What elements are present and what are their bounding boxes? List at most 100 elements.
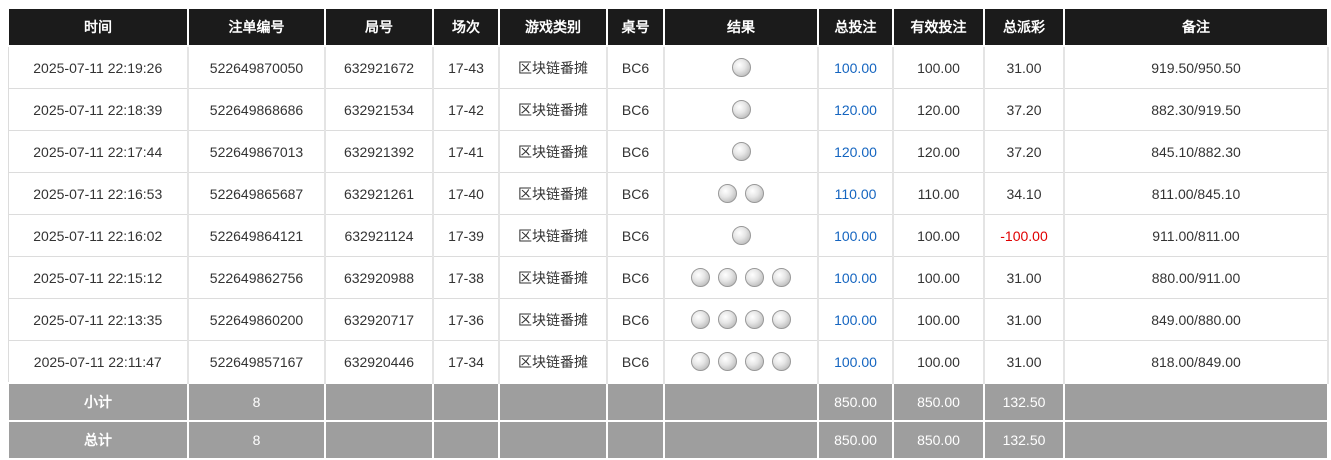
cell: 632920446	[324, 340, 434, 384]
cell: 522649868686	[187, 88, 326, 131]
summary-label: 小计	[7, 382, 189, 422]
result-cell	[663, 45, 819, 89]
cell: 120.00	[892, 130, 985, 173]
header-cell: 总投注	[817, 9, 894, 47]
cell: 100.00	[817, 214, 894, 257]
cell: 522649864121	[187, 214, 326, 257]
empty-cell	[324, 420, 434, 460]
cell: 120.00	[817, 130, 894, 173]
data-row: 2025-07-11 22:13:35 522649860200 632920717…	[7, 298, 1329, 341]
data-row: 2025-07-11 22:11:47 522649857167 632920446…	[7, 340, 1329, 384]
data-row: 2025-07-11 22:16:53 522649865687 632921261…	[7, 172, 1329, 215]
cell: BC6	[606, 45, 665, 89]
cell: 100.00	[817, 45, 894, 89]
cell: 100.00	[892, 214, 985, 257]
cell: 880.00/911.00	[1063, 256, 1329, 299]
cell: 110.00	[892, 172, 985, 215]
cell: 522649870050	[187, 45, 326, 89]
result-cell	[663, 88, 819, 131]
empty-cell	[1063, 382, 1329, 422]
cell: 2025-07-11 22:16:02	[7, 214, 189, 257]
result-ball	[691, 352, 710, 371]
result-cell	[663, 214, 819, 257]
summary-total-bet: 850.00	[817, 420, 894, 460]
header-cell: 桌号	[606, 9, 665, 47]
result-cell	[663, 298, 819, 341]
cell: 34.10	[983, 172, 1065, 215]
bet-table: 时间 注单编号 局号 场次 游戏类别 桌号 结果 总投注 有效投注 总派彩 备注 2025-07-1…	[7, 9, 1329, 460]
cell: 区块链番摊	[498, 340, 608, 384]
header-cell: 时间	[7, 9, 189, 47]
result-ball	[745, 268, 764, 287]
empty-cell	[432, 420, 500, 460]
cell: 100.00	[817, 298, 894, 341]
empty-cell	[324, 382, 434, 422]
cell: 区块链番摊	[498, 172, 608, 215]
cell: 2025-07-11 22:19:26	[7, 45, 189, 89]
cell: 17-42	[432, 88, 500, 131]
header-row: 时间 注单编号 局号 场次 游戏类别 桌号 结果 总投注 有效投注 总派彩 备注	[7, 9, 1329, 47]
result-ball	[772, 352, 791, 371]
cell: 2025-07-11 22:15:12	[7, 256, 189, 299]
header-cell: 总派彩	[983, 9, 1065, 47]
summary-count: 8	[187, 420, 326, 460]
summary-total-bet: 850.00	[817, 382, 894, 422]
cell: 37.20	[983, 88, 1065, 131]
cell: 632921124	[324, 214, 434, 257]
cell: 882.30/919.50	[1063, 88, 1329, 131]
cell: 632920717	[324, 298, 434, 341]
cell: 2025-07-11 22:17:44	[7, 130, 189, 173]
cell: 632921672	[324, 45, 434, 89]
table-body: 2025-07-11 22:19:26 522649870050 632921672…	[7, 45, 1329, 460]
summary-payout: 132.50	[983, 420, 1065, 460]
result-ball	[772, 268, 791, 287]
empty-cell	[498, 382, 608, 422]
cell: 17-39	[432, 214, 500, 257]
header-cell: 局号	[324, 9, 434, 47]
cell: 845.10/882.30	[1063, 130, 1329, 173]
cell: 100.00	[892, 340, 985, 384]
cell: 522649865687	[187, 172, 326, 215]
result-ball	[691, 268, 710, 287]
cell: 632920988	[324, 256, 434, 299]
result-ball	[731, 58, 751, 77]
cell: 849.00/880.00	[1063, 298, 1329, 341]
cell: 522649857167	[187, 340, 326, 384]
result-ball	[718, 310, 737, 329]
cell: -100.00	[983, 214, 1065, 257]
result-ball	[691, 310, 710, 329]
cell: 2025-07-11 22:16:53	[7, 172, 189, 215]
cell: 120.00	[892, 88, 985, 131]
cell: 811.00/845.10	[1063, 172, 1329, 215]
cell: 911.00/811.00	[1063, 214, 1329, 257]
header-cell: 结果	[663, 9, 819, 47]
data-row: 2025-07-11 22:18:39 522649868686 632921534…	[7, 88, 1329, 131]
data-row: 2025-07-11 22:19:26 522649870050 632921672…	[7, 45, 1329, 89]
data-row: 2025-07-11 22:17:44 522649867013 632921392…	[7, 130, 1329, 173]
empty-cell	[606, 382, 665, 422]
header-cell: 场次	[432, 9, 500, 47]
result-ball	[745, 310, 764, 329]
result-ball	[745, 352, 764, 371]
result-ball	[772, 310, 791, 329]
cell: BC6	[606, 88, 665, 131]
result-ball	[718, 352, 737, 371]
result-ball	[731, 142, 751, 161]
cell: 31.00	[983, 340, 1065, 384]
cell: 17-36	[432, 298, 500, 341]
cell: BC6	[606, 298, 665, 341]
result-cell	[663, 340, 819, 384]
cell: 17-40	[432, 172, 500, 215]
cell: 2025-07-11 22:18:39	[7, 88, 189, 131]
cell: 17-41	[432, 130, 500, 173]
cell: 37.20	[983, 130, 1065, 173]
cell: 818.00/849.00	[1063, 340, 1329, 384]
cell: 17-38	[432, 256, 500, 299]
cell: BC6	[606, 256, 665, 299]
summary-payout: 132.50	[983, 382, 1065, 422]
cell: 100.00	[892, 256, 985, 299]
cell: 2025-07-11 22:13:35	[7, 298, 189, 341]
cell: 522649862756	[187, 256, 326, 299]
cell: BC6	[606, 214, 665, 257]
